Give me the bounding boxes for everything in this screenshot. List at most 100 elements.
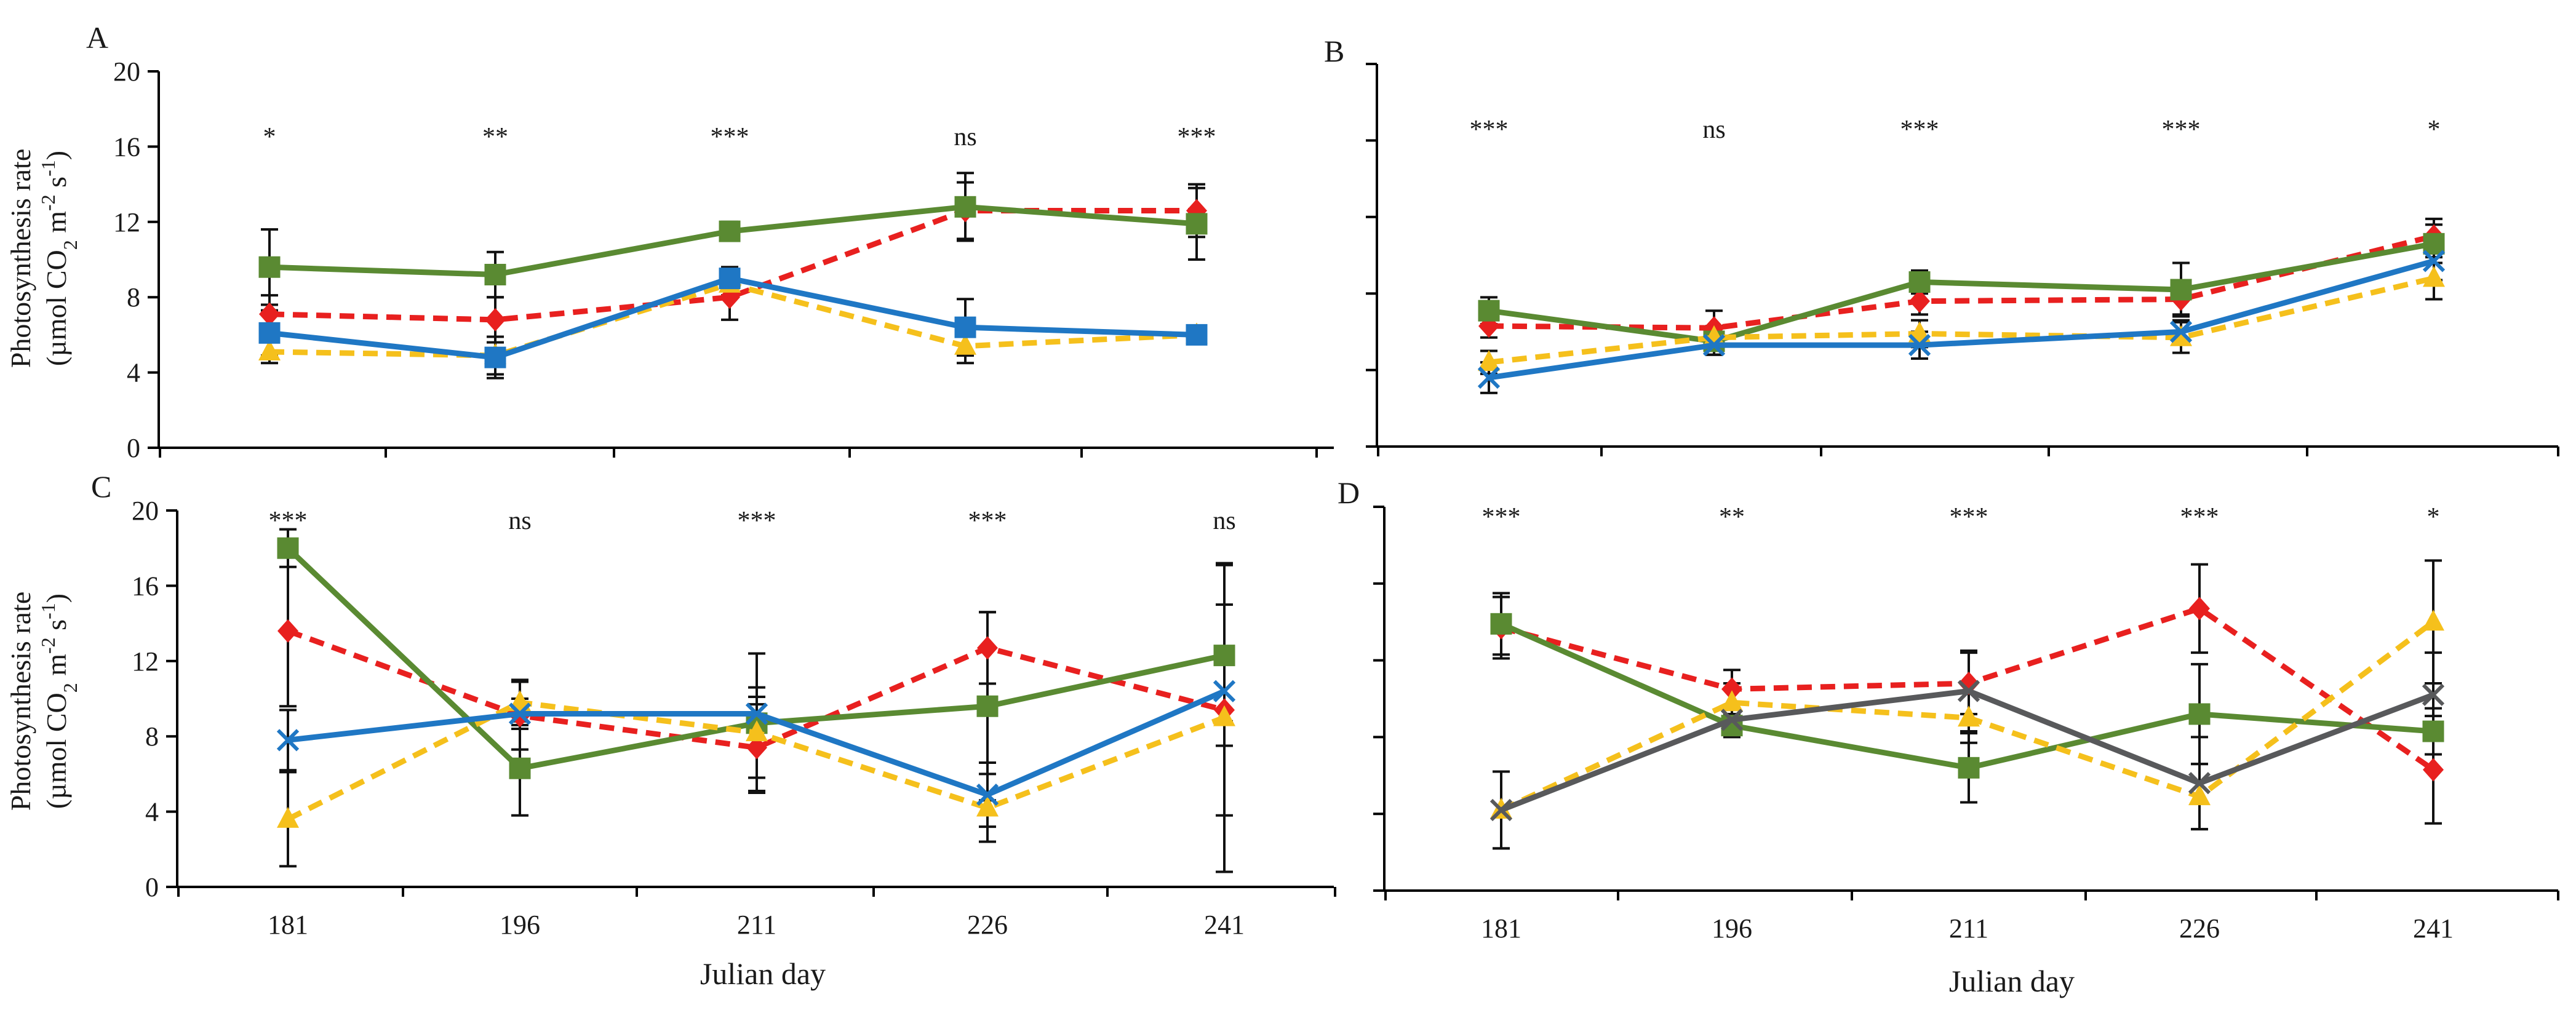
significance-label: ns bbox=[1213, 507, 1235, 535]
significance-label: ns bbox=[954, 123, 976, 151]
point-gray-181 bbox=[1489, 798, 1513, 822]
series-line-red bbox=[269, 207, 1197, 323]
point-blue-181 bbox=[258, 322, 281, 344]
series-line-blue bbox=[1488, 258, 2435, 381]
y-axis-title-line2: (µmol CO2 m-2 s-1) bbox=[37, 594, 81, 809]
point-green-181 bbox=[277, 537, 299, 559]
significance-label: *** bbox=[2162, 116, 2201, 144]
point-blue-226 bbox=[2169, 320, 2193, 343]
significance-label: *** bbox=[968, 507, 1007, 535]
point-yellow-241 bbox=[2423, 266, 2445, 287]
point-yellow-241 bbox=[2422, 610, 2444, 631]
point-green-181 bbox=[1490, 613, 1512, 635]
point-red-181 bbox=[277, 619, 298, 643]
point-blue-211 bbox=[719, 268, 741, 290]
point-yellow-226 bbox=[976, 795, 999, 817]
y-tick-label: 20 bbox=[113, 57, 140, 87]
x-tick-label: 196 bbox=[1712, 913, 1752, 943]
point-red-181 bbox=[259, 302, 280, 326]
point-green-226 bbox=[2188, 703, 2211, 725]
y-tick-label: 0 bbox=[145, 872, 159, 902]
point-blue-241 bbox=[1213, 680, 1236, 702]
point-green-226 bbox=[2170, 279, 2192, 301]
point-blue-196 bbox=[508, 702, 532, 725]
significance-label: * bbox=[263, 123, 276, 151]
point-gray-211 bbox=[1957, 680, 1980, 702]
panel-label: D bbox=[1338, 475, 1360, 510]
point-green-181 bbox=[1478, 300, 1500, 322]
point-yellow-241 bbox=[1213, 705, 1235, 726]
point-green-241 bbox=[2423, 232, 2445, 255]
point-yellow-181 bbox=[1478, 350, 1500, 371]
point-yellow-226 bbox=[2170, 325, 2192, 346]
point-red-211 bbox=[1909, 289, 1930, 313]
point-green-196 bbox=[509, 757, 531, 779]
point-blue-226 bbox=[954, 316, 976, 338]
series-line-red bbox=[287, 628, 1226, 751]
significance-label: * bbox=[2428, 116, 2441, 144]
y-axis-title-line2: (µmol CO2 m-2 s-1) bbox=[37, 151, 81, 366]
point-green-226 bbox=[954, 196, 976, 218]
point-red-196 bbox=[1721, 677, 1742, 701]
y-tick-label: 4 bbox=[127, 358, 140, 388]
significance-label: *** bbox=[738, 507, 776, 535]
point-yellow-226 bbox=[954, 333, 976, 355]
y-tick-label: 12 bbox=[113, 207, 140, 237]
y-axis-title-line1: Photosynthesis rate bbox=[5, 592, 36, 811]
significance-label: *** bbox=[1900, 116, 1939, 144]
point-green-241 bbox=[2422, 720, 2444, 742]
x-axis-title-left: Julian day bbox=[700, 956, 826, 991]
significance-label: *** bbox=[1482, 503, 1521, 531]
point-red-226 bbox=[2189, 597, 2210, 621]
significance-label: * bbox=[2427, 503, 2440, 531]
x-tick-label: 181 bbox=[1481, 913, 1521, 943]
panel-label: A bbox=[86, 20, 108, 55]
point-yellow-211 bbox=[746, 720, 768, 742]
point-green-211 bbox=[1908, 271, 1931, 293]
y-tick-label: 12 bbox=[132, 646, 159, 677]
significance-label: *** bbox=[711, 123, 749, 151]
significance-label: *** bbox=[1470, 116, 1509, 144]
y-tick-label: 16 bbox=[113, 132, 140, 162]
point-green-241 bbox=[1186, 213, 1208, 235]
point-gray-241 bbox=[2422, 683, 2445, 706]
y-tick-label: 20 bbox=[132, 496, 159, 526]
point-blue-181 bbox=[1477, 366, 1501, 389]
panel-b: B*** ns *** *** * bbox=[1324, 34, 2559, 456]
significance-label: ** bbox=[482, 123, 508, 151]
point-yellow-181 bbox=[277, 806, 299, 828]
y-tick-label: 8 bbox=[145, 721, 159, 752]
point-green-211 bbox=[1958, 757, 1980, 779]
y-axis-title-top: Photosynthesis rate (µmol CO2 m-2 s-1) bbox=[5, 149, 81, 368]
point-blue-241 bbox=[1186, 324, 1208, 346]
x-tick-label: 211 bbox=[1949, 913, 1988, 943]
point-green-226 bbox=[976, 695, 999, 717]
x-tick-label: 226 bbox=[2179, 913, 2220, 943]
y-tick-label: 0 bbox=[127, 433, 140, 463]
point-red-226 bbox=[977, 636, 998, 660]
point-blue-241 bbox=[2422, 250, 2446, 272]
x-tick-label: 211 bbox=[737, 910, 776, 940]
y-axis-title-line1: Photosynthesis rate bbox=[5, 149, 36, 368]
point-blue-211 bbox=[745, 702, 768, 725]
point-red-241 bbox=[2423, 758, 2444, 782]
point-blue-211 bbox=[1908, 334, 1931, 357]
point-green-241 bbox=[1213, 645, 1235, 667]
y-tick-label: 8 bbox=[127, 282, 140, 312]
panel-label: B bbox=[1324, 34, 1344, 68]
point-gray-196 bbox=[1720, 709, 1744, 731]
point-red-196 bbox=[485, 308, 506, 332]
point-blue-181 bbox=[276, 729, 300, 752]
significance-label: ns bbox=[508, 507, 531, 535]
x-tick-label: 181 bbox=[268, 910, 308, 940]
x-tick-label: 241 bbox=[1204, 910, 1245, 940]
y-axis-title-bottom: Photosynthesis rate (µmol CO2 m-2 s-1) bbox=[5, 592, 81, 811]
point-blue-196 bbox=[484, 346, 506, 368]
significance-label: *** bbox=[1178, 123, 1216, 151]
point-blue-226 bbox=[976, 783, 999, 806]
y-tick-label: 4 bbox=[145, 797, 159, 827]
